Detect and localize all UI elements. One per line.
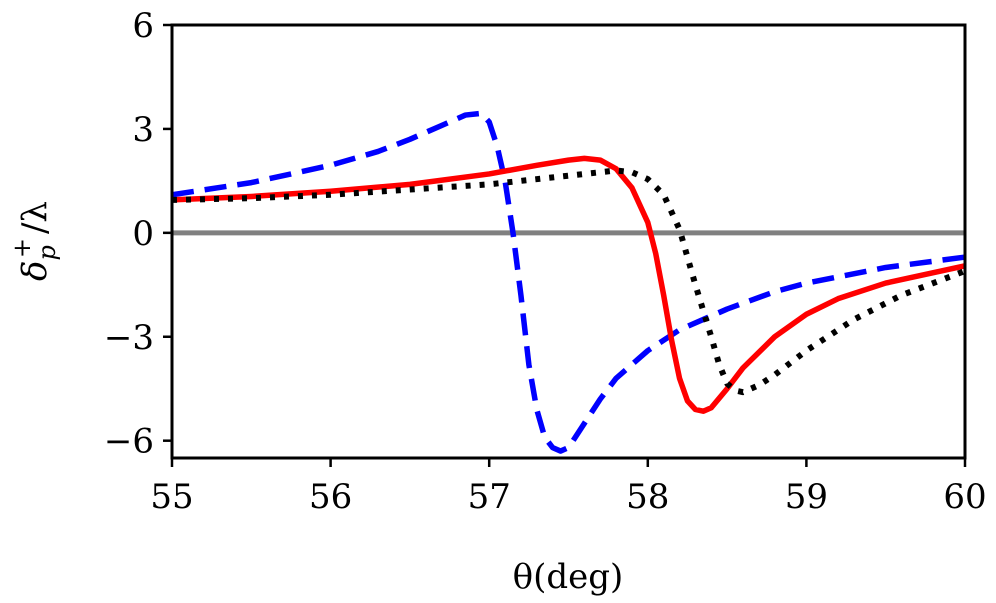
x-axis-label: θ(deg): [513, 557, 624, 597]
tick-marks: [163, 23, 967, 467]
series-solid-red: [172, 155, 965, 414]
y-axis-label: δp+/λ: [8, 201, 61, 281]
series-layer: [172, 110, 965, 454]
x-tick-label-59: 59: [785, 477, 828, 517]
y-tick-label--6: −6: [104, 422, 154, 462]
y-tick-label-3: 3: [132, 110, 154, 150]
x-tick-label-56: 56: [309, 477, 352, 517]
series-dashed-blue: [172, 110, 965, 454]
tick-labels: 55 56 57 58 59 60 −6 −3 0 3 6: [104, 6, 987, 517]
y-tick-label-0: 0: [132, 214, 154, 254]
svg-text:δp+/λ: δp+/λ: [8, 201, 61, 281]
x-tick-label-60: 60: [943, 477, 986, 517]
x-tick-label-55: 55: [150, 477, 193, 517]
plot-frame: [170, 23, 967, 460]
x-tick-label-57: 57: [468, 477, 511, 517]
x-tick-label-58: 58: [626, 477, 669, 517]
series-dotted-black: [172, 167, 965, 396]
y-tick-label-6: 6: [132, 6, 154, 46]
y-tick-label--3: −3: [104, 318, 154, 358]
